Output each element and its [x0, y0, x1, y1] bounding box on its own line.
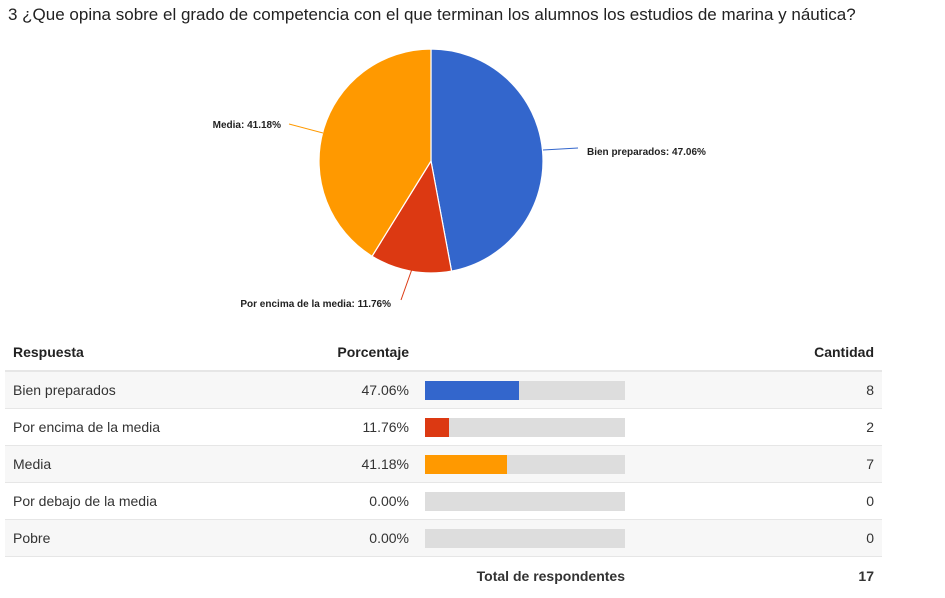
table-row: Pobre 0.00% 0 [5, 519, 882, 557]
question-title: 3 ¿Que opina sobre el grado de competenc… [8, 5, 856, 24]
pie-slice-media [318, 48, 432, 258]
bar-track [425, 491, 625, 511]
row-bar-cell [417, 408, 633, 446]
pie-label: Media: 41.18% [213, 120, 281, 131]
table-row: Por encima de la media 11.76% 2 [5, 408, 882, 446]
row-bar-cell [417, 371, 633, 409]
bar-fill [425, 454, 508, 474]
bar-fill [425, 380, 520, 400]
table-row: Por debajo de la media 0.00% 0 [5, 482, 882, 520]
total-row: Total de respondentes 17 [5, 557, 882, 596]
row-percent: 0.00% [321, 519, 417, 557]
header-bar [417, 333, 633, 372]
row-percent: 47.06% [321, 371, 417, 409]
bar-fill [425, 417, 449, 437]
pie-slice-bien-preparados [430, 48, 544, 272]
pie-label: Bien preparados: 47.06% [587, 147, 706, 158]
table-header-row: Respuesta Porcentaje Cantidad [5, 333, 882, 372]
pie-slice-por-encima-de-la-media [371, 159, 453, 274]
row-count: 0 [633, 482, 882, 520]
header-response: Respuesta [5, 333, 321, 372]
bar-track [425, 528, 625, 548]
pie-leader-line [542, 147, 579, 151]
row-percent: 11.76% [321, 408, 417, 446]
row-percent: 0.00% [321, 482, 417, 520]
row-count: 8 [633, 371, 882, 409]
header-count: Cantidad [633, 333, 882, 372]
header-percent: Porcentaje [321, 333, 417, 372]
row-bar-cell [417, 482, 633, 520]
row-bar-cell [417, 445, 633, 483]
row-label: Por debajo de la media [5, 482, 321, 520]
row-label: Media [5, 445, 321, 483]
row-label: Bien preparados [5, 371, 321, 409]
pie-label: Por encima de la media: 11.76% [240, 299, 391, 310]
pie-leader-line [288, 123, 324, 134]
row-count: 0 [633, 519, 882, 557]
row-count: 7 [633, 445, 882, 483]
row-percent: 41.18% [321, 445, 417, 483]
row-label: Por encima de la media [5, 408, 321, 446]
table-row: Bien preparados 47.06% 8 [5, 371, 882, 409]
total-value: 17 [858, 568, 874, 584]
row-count: 2 [633, 408, 882, 446]
results-table: Respuesta Porcentaje Cantidad Bien prepa… [5, 333, 882, 595]
bar-track [425, 380, 625, 400]
total-label: Total de respondentes [476, 568, 625, 584]
pie-leader-line [400, 268, 413, 301]
row-label: Pobre [5, 519, 321, 557]
bar-track [425, 454, 625, 474]
table-row: Media 41.18% 7 [5, 445, 882, 483]
row-bar-cell [417, 519, 633, 557]
bar-track [425, 417, 625, 437]
pie-chart: Bien preparados: 47.06% Por encima de la … [213, 48, 706, 310]
